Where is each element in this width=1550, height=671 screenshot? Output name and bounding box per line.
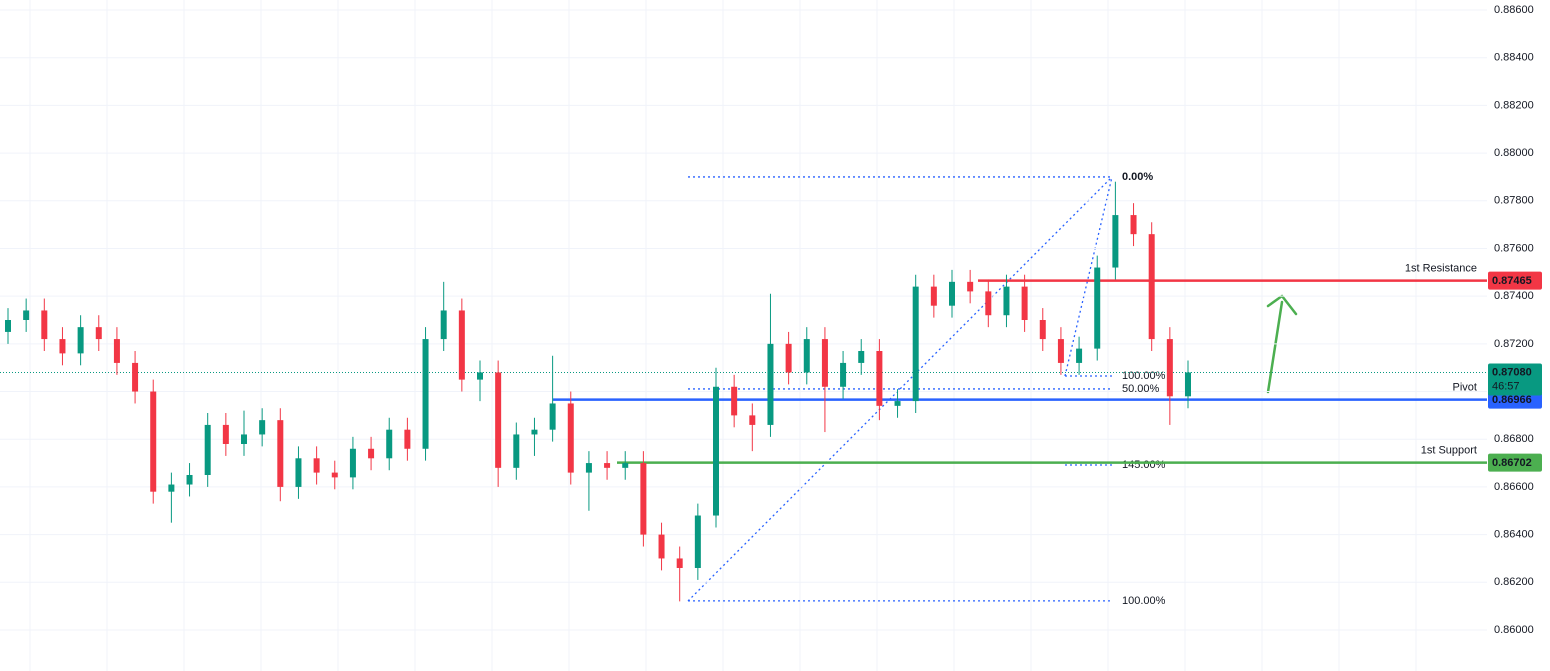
candle-body [676, 558, 683, 568]
candle-body [41, 310, 48, 340]
candle-body [767, 343, 774, 425]
y-tick-label: 0.86800 [1494, 433, 1534, 445]
candle-body [1148, 234, 1155, 340]
candle-body [1166, 339, 1173, 397]
price-tag-label: 0.86966 [1492, 394, 1532, 406]
candle-body [440, 310, 447, 340]
candle-body [422, 339, 429, 449]
candle-body [840, 362, 847, 387]
current-price-label: 0.87080 [1492, 366, 1532, 378]
candle-body [241, 434, 247, 444]
candle-body [1076, 348, 1083, 363]
candle-body [132, 362, 139, 392]
candle-body [967, 281, 974, 292]
candle-body [368, 448, 375, 459]
candle-body [77, 327, 84, 354]
level-name: 1st Support [1421, 445, 1477, 457]
candle-body [876, 350, 883, 406]
y-tick-label: 0.88400 [1494, 52, 1534, 64]
y-tick-label: 0.86600 [1494, 481, 1534, 493]
fib-label: 100.00% [1122, 595, 1166, 607]
candle-body [912, 286, 919, 402]
candle-body [331, 472, 338, 478]
candle-body [59, 339, 66, 354]
candle-body [567, 403, 574, 473]
fib-label: 50.00% [1122, 383, 1160, 395]
candle-body [694, 515, 701, 568]
candle-body [313, 458, 320, 473]
candle-body [749, 415, 756, 425]
price-tag-label: 0.86702 [1492, 457, 1532, 469]
candle-body [222, 424, 229, 444]
candle-body [640, 463, 647, 535]
y-tick-label: 0.88200 [1494, 99, 1534, 111]
candle-body [949, 281, 955, 306]
candle-body [1057, 339, 1064, 363]
candle-body [531, 429, 538, 435]
candle-body [930, 286, 937, 306]
candle-body [113, 339, 120, 363]
candle-body [604, 463, 611, 468]
price-tag-label: 0.87465 [1492, 275, 1532, 287]
candle-body [23, 310, 30, 321]
candle-body [349, 448, 356, 478]
candle-body [295, 458, 302, 487]
candle-body [477, 372, 483, 380]
fib-label: 145.00% [1122, 459, 1166, 471]
y-tick-label: 0.87400 [1494, 290, 1534, 302]
candle-body [731, 386, 738, 416]
y-tick-label: 0.86000 [1494, 624, 1534, 636]
candle-body [821, 339, 828, 387]
candle-body [803, 339, 810, 373]
y-tick-label: 0.88000 [1494, 147, 1534, 159]
candle-body [150, 391, 157, 492]
candle-body [658, 534, 665, 559]
level-name: Pivot [1453, 382, 1477, 394]
candle-body [785, 343, 792, 373]
fib-trend-line [1064, 176, 1113, 377]
candle-body [1094, 267, 1101, 349]
candle-body [1130, 215, 1137, 235]
candle-body [186, 474, 193, 485]
candle-body [1185, 372, 1191, 397]
candle-body [1003, 286, 1010, 316]
y-tick-label: 0.86400 [1494, 529, 1534, 541]
price-tag [1488, 453, 1542, 472]
y-tick-label: 0.87800 [1494, 195, 1534, 207]
y-tick-label: 0.88600 [1494, 4, 1534, 16]
y-tick-label: 0.86200 [1494, 576, 1534, 588]
candle-body [168, 484, 175, 492]
candle-body [259, 420, 266, 435]
candle-body [1112, 215, 1119, 268]
candle-body [858, 350, 865, 363]
candle-body [204, 424, 211, 475]
candle-body [5, 320, 11, 332]
candle-body [513, 434, 520, 468]
candle-body [458, 310, 465, 380]
y-tick-label: 0.87600 [1494, 242, 1534, 254]
fib-label: 0.00% [1122, 171, 1153, 183]
countdown: 46:57 [1492, 380, 1520, 392]
candle-body [495, 372, 502, 468]
y-tick-label: 0.87200 [1494, 338, 1534, 350]
candle-body [713, 386, 719, 516]
candle-body [404, 429, 411, 449]
candle-body [549, 403, 556, 430]
price-tag [1488, 271, 1542, 290]
candle-body [1021, 286, 1028, 321]
candle-body [985, 291, 992, 316]
candle-body [1039, 320, 1046, 340]
candle-body [277, 420, 284, 487]
candle-body [386, 429, 393, 459]
candle-body [894, 401, 901, 406]
candle-body [585, 463, 592, 473]
fib-label: 100.00% [1122, 370, 1166, 382]
level-name: 1st Resistance [1405, 263, 1477, 275]
current-price-tag [1488, 363, 1542, 396]
candle-body [95, 327, 102, 340]
candle-body [622, 463, 629, 468]
